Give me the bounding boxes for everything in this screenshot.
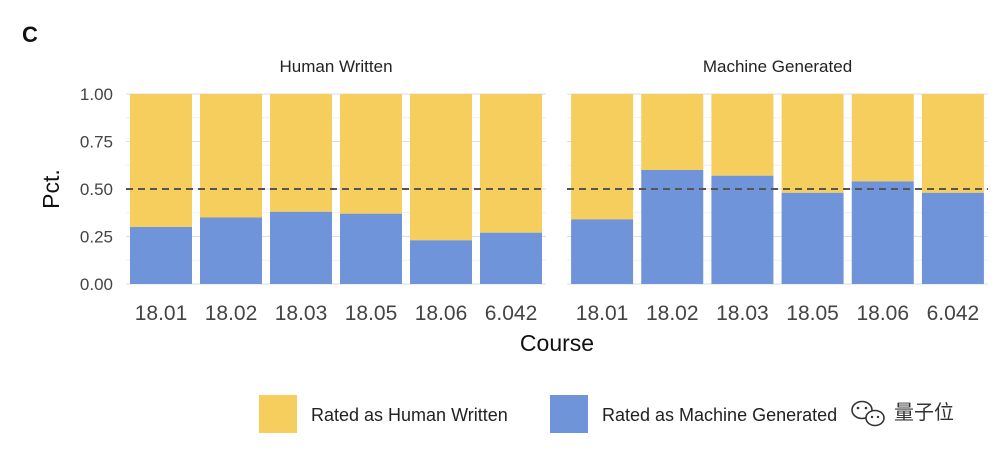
bar-segment-machine — [571, 219, 634, 284]
x-tick-label: 18.05 — [786, 302, 839, 325]
y-tick-label: 0.75 — [80, 133, 113, 152]
legend: Rated as Human Written Rated as Machine G… — [259, 395, 837, 433]
legend-key-human — [259, 395, 297, 433]
bar-segment-machine — [130, 227, 192, 284]
bar-segment-machine — [711, 175, 774, 284]
x-tick-label: 18.03 — [275, 302, 328, 325]
bar-segment-human — [571, 94, 634, 220]
x-tick-label: 18.02 — [646, 302, 699, 325]
wechat-icon — [851, 400, 885, 427]
y-tick-label: 0.25 — [80, 228, 113, 247]
x-tick-label: 18.01 — [135, 302, 188, 325]
bar-segment-human — [340, 94, 402, 214]
facet-panel: Machine Generated 18.01 18.02 18.03 18.05 18.… — [567, 57, 988, 325]
facet-panel: Human Written 18.01 18.02 18.03 18.05 18.06 6.… — [126, 57, 546, 325]
y-tick-label: 0.00 — [80, 275, 113, 294]
x-tick-label: 18.06 — [415, 302, 468, 325]
bar-segment-machine — [340, 213, 402, 284]
bar-segment-human — [130, 94, 192, 227]
x-tick-label: 18.03 — [716, 302, 769, 325]
bar-segment-human — [781, 94, 844, 193]
bar-segment-machine — [270, 211, 332, 284]
bar-segment-human — [410, 94, 472, 241]
facet-title: Machine Generated — [703, 57, 852, 76]
legend-label: Rated as Machine Generated — [602, 405, 837, 425]
y-tick-label: 1.00 — [80, 85, 113, 104]
watermark-text: 量子位 — [894, 400, 954, 424]
bar-segment-machine — [921, 192, 984, 284]
x-axis-title: Course — [520, 330, 594, 356]
bar-segment-human — [641, 94, 704, 170]
x-tick-label: 18.01 — [576, 302, 629, 325]
bar-segment-human — [480, 94, 542, 233]
x-tick-label: 18.06 — [856, 302, 909, 325]
x-tick-label: 18.05 — [345, 302, 398, 325]
bar-segment-human — [851, 94, 914, 182]
facet-title: Human Written — [279, 57, 392, 76]
bar-segment-machine — [200, 217, 262, 284]
bar-segment-machine — [851, 181, 914, 284]
x-tick-label: 6.042 — [927, 302, 980, 325]
legend-key-machine — [550, 395, 588, 433]
x-tick-label: 6.042 — [485, 302, 538, 325]
panel-label: C — [22, 22, 38, 47]
bar-segment-machine — [410, 240, 472, 284]
bar-segment-machine — [781, 192, 844, 284]
x-tick-label: 18.02 — [205, 302, 258, 325]
bar-segment-human — [270, 94, 332, 212]
legend-label: Rated as Human Written — [311, 405, 508, 425]
bar-segment-human — [921, 94, 984, 193]
bar-segment-human — [711, 94, 774, 176]
bar-segment-machine — [641, 170, 704, 284]
bar-segment-human — [200, 94, 262, 218]
y-tick-label: 0.50 — [80, 180, 113, 199]
watermark: 量子位 — [848, 396, 990, 432]
y-axis-title: Pct. — [38, 169, 64, 209]
bar-segment-machine — [480, 232, 542, 284]
